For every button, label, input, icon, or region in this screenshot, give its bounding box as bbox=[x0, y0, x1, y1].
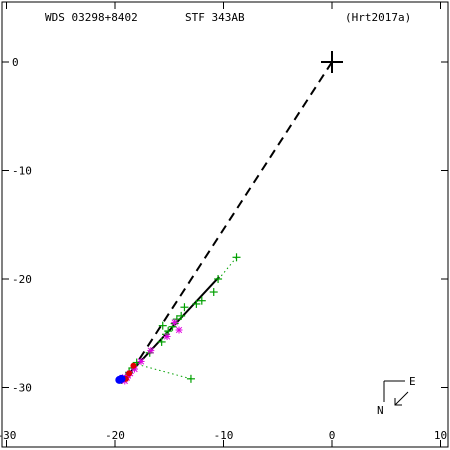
y-tick-label: 0 bbox=[12, 56, 19, 69]
green-point bbox=[192, 299, 201, 308]
green-point bbox=[197, 296, 206, 305]
x-tick-label: 10 bbox=[434, 429, 447, 442]
x-tick-label: -10 bbox=[214, 429, 234, 442]
green-point bbox=[180, 303, 189, 312]
y-tick-label: -30 bbox=[12, 382, 32, 395]
magenta-point bbox=[137, 357, 145, 365]
red-point bbox=[130, 362, 137, 369]
fit-lines bbox=[119, 61, 333, 384]
green-point bbox=[232, 253, 241, 262]
magenta-point bbox=[147, 347, 155, 355]
green-point bbox=[158, 321, 167, 330]
compass-arrow-shaft bbox=[394, 391, 409, 406]
compass-north-label: N bbox=[377, 404, 384, 417]
star-d2 bbox=[175, 326, 183, 334]
blue-point bbox=[117, 374, 126, 383]
magenta-point bbox=[171, 318, 179, 326]
magenta-point bbox=[163, 333, 171, 341]
header-wds: WDS 03298+8402 bbox=[45, 11, 138, 24]
green-point bbox=[209, 288, 218, 297]
x-tick-label: -30 bbox=[0, 429, 16, 442]
residual-line bbox=[134, 363, 192, 380]
green-point bbox=[157, 337, 166, 346]
y-tick-label: -20 bbox=[12, 273, 32, 286]
origin-dashed-line bbox=[127, 61, 333, 378]
red-point bbox=[126, 370, 133, 377]
header-stf: STF 343AB bbox=[185, 11, 245, 24]
magenta-point bbox=[175, 326, 183, 334]
star-d2 bbox=[163, 333, 171, 340]
y-tick-label: -10 bbox=[12, 165, 32, 178]
compass-arrow-head bbox=[394, 398, 402, 406]
star-d2 bbox=[147, 347, 154, 354]
primary-star bbox=[321, 51, 343, 73]
residual-line bbox=[216, 256, 237, 282]
star-d2 bbox=[171, 319, 178, 326]
star-d2 bbox=[137, 358, 145, 365]
green-point bbox=[214, 275, 223, 283]
compass-east-label: E bbox=[409, 375, 416, 388]
header-reference: (Hrt2017a) bbox=[345, 11, 411, 24]
green-point bbox=[186, 374, 195, 383]
observation-points bbox=[115, 253, 241, 385]
x-tick-label: 0 bbox=[329, 429, 336, 442]
x-tick-label: -20 bbox=[105, 429, 125, 442]
compass-rose: E N bbox=[377, 375, 416, 417]
green-point bbox=[177, 311, 186, 320]
